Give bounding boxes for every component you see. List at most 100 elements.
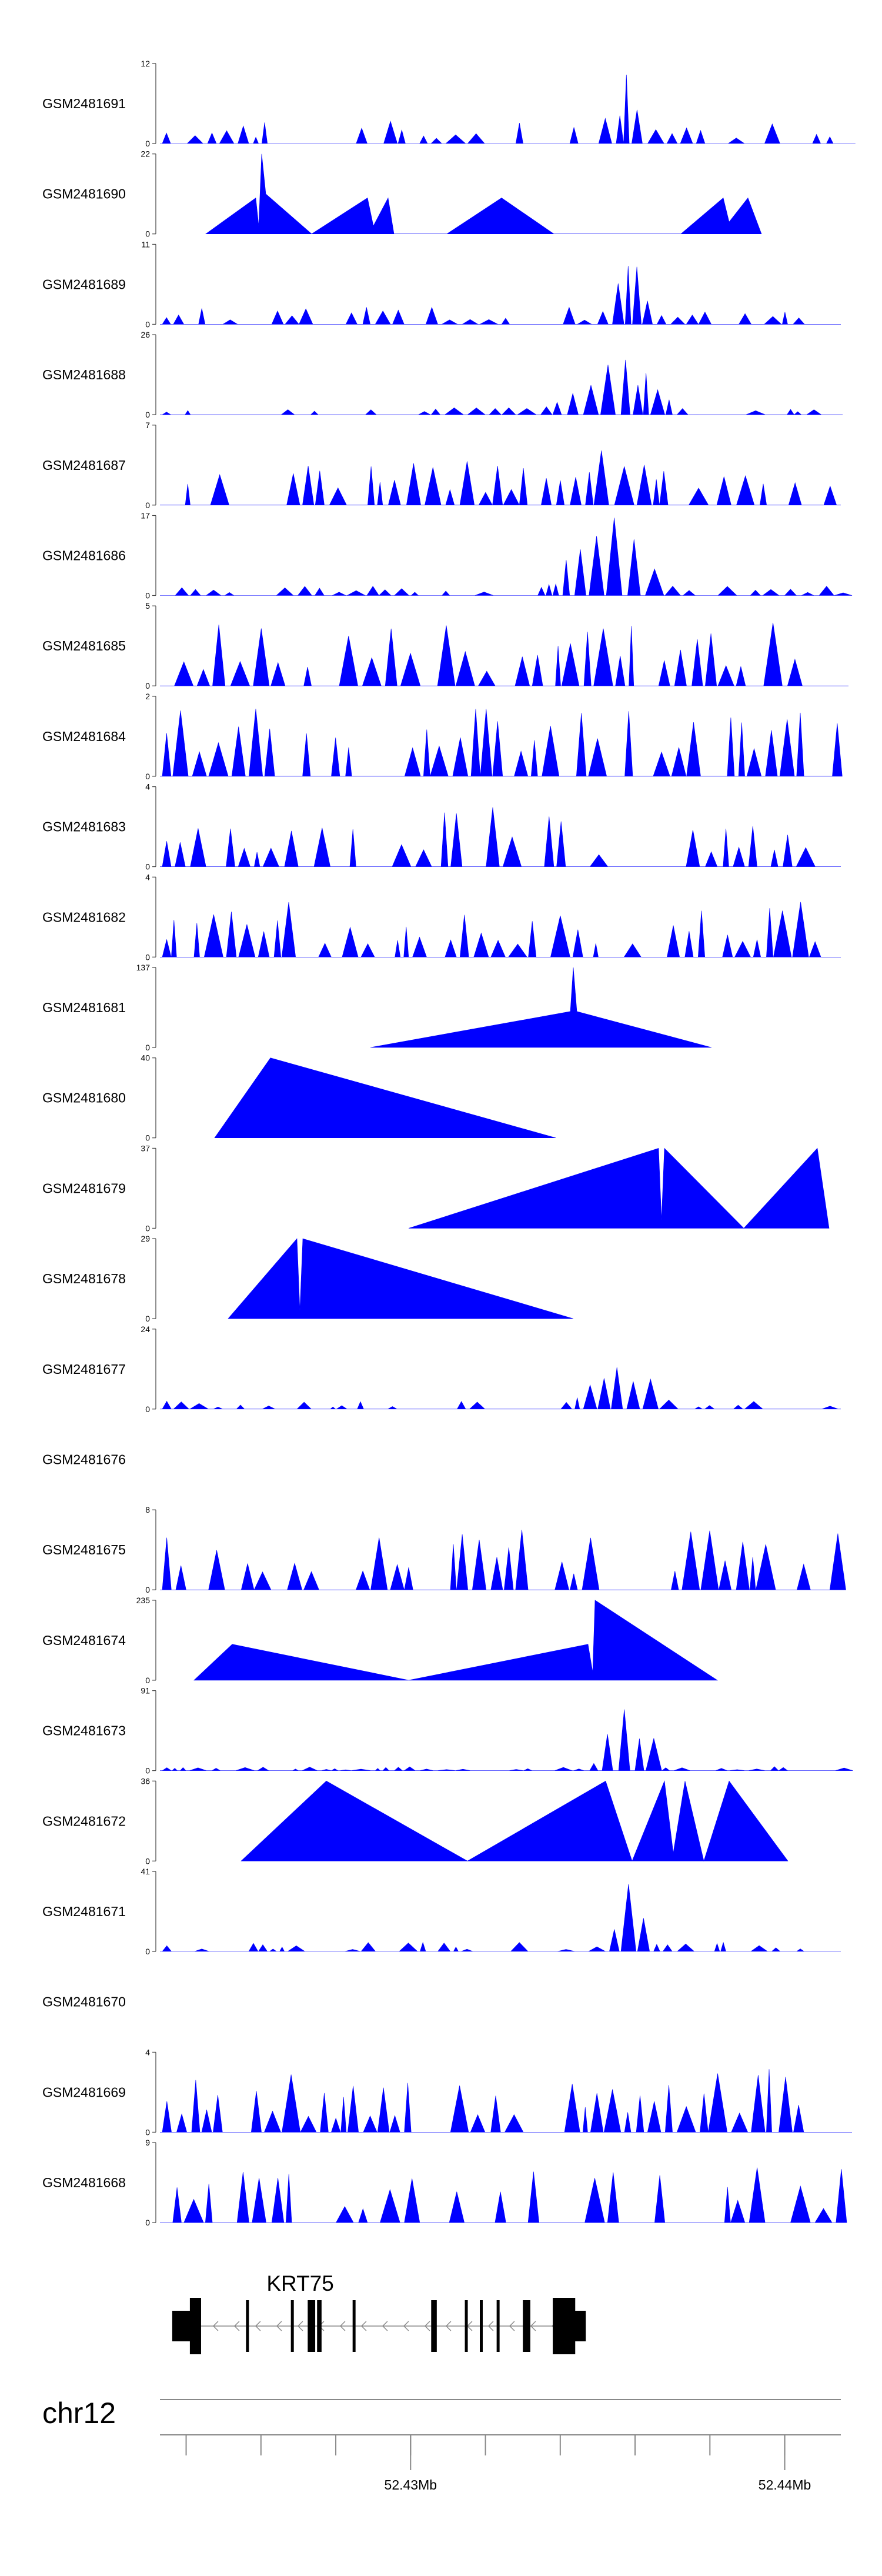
y-zero-label: 0 — [145, 1043, 150, 1052]
strand-chevron-icon — [487, 2321, 494, 2331]
y-max-label: 22 — [141, 149, 150, 159]
track-GSM2481689: GSM2481689 11 0 — [42, 239, 841, 329]
y-zero-label: 0 — [145, 319, 150, 329]
track-GSM2481676: GSM2481676 — [42, 1452, 126, 1467]
track-label: GSM2481682 — [42, 909, 126, 925]
track-GSM2481680: GSM2481680 40 0 — [42, 1053, 556, 1143]
coverage-area — [160, 2167, 847, 2223]
track-GSM2481671: GSM2481671 41 0 — [42, 1867, 841, 1956]
y-zero-label: 0 — [145, 500, 150, 510]
y-zero-label: 0 — [145, 1676, 150, 1685]
strand-chevron-icon — [424, 2321, 430, 2331]
y-zero-label: 0 — [145, 1947, 150, 1956]
strand-chevron-icon — [445, 2321, 452, 2331]
y-max-label: 29 — [141, 1234, 150, 1243]
y-zero-label: 0 — [145, 2127, 150, 2137]
track-label: GSM2481680 — [42, 1090, 126, 1106]
track-GSM2481684: GSM2481684 2 0 — [42, 692, 843, 781]
y-max-label: 36 — [141, 1776, 150, 1786]
y-max-label: 9 — [145, 2138, 150, 2147]
track-label: GSM2481688 — [42, 367, 126, 382]
gene-exon — [189, 2298, 201, 2354]
track-GSM2481685: GSM2481685 5 0 — [42, 601, 848, 690]
y-zero-label: 0 — [145, 1314, 150, 1323]
coverage-area — [160, 2069, 852, 2133]
track-GSM2481688: GSM2481688 26 0 — [42, 330, 843, 419]
track-GSM2481691: GSM2481691 12 0 — [42, 59, 856, 148]
track-label: GSM2481668 — [42, 2175, 126, 2190]
y-zero-label: 0 — [145, 772, 150, 781]
track-label: GSM2481685 — [42, 638, 126, 653]
gene-exon — [431, 2300, 437, 2352]
track-label: GSM2481690 — [42, 186, 126, 202]
y-zero-label: 0 — [145, 1133, 150, 1143]
y-max-label: 5 — [145, 601, 150, 610]
strand-chevron-icon — [530, 2321, 536, 2331]
y-max-label: 4 — [145, 872, 150, 882]
track-label: GSM2481686 — [42, 548, 126, 563]
axis-tick-label: 52.43Mb — [385, 2477, 437, 2492]
coverage-area — [160, 1884, 841, 1952]
y-zero-label: 0 — [145, 681, 150, 690]
track-label: GSM2481684 — [42, 729, 126, 744]
y-zero-label: 0 — [145, 1856, 150, 1866]
coverage-area — [160, 266, 841, 325]
strand-chevron-icon — [255, 2321, 261, 2331]
coverage-area — [160, 74, 856, 144]
track-label: GSM2481677 — [42, 1362, 126, 1377]
track-GSM2481673: GSM2481673 91 0 — [42, 1686, 853, 1776]
coverage-tracks: GSM2481691120GSM2481690220GSM2481689110G… — [42, 59, 856, 2227]
y-max-label: 37 — [141, 1143, 150, 1153]
coverage-area — [160, 807, 841, 867]
y-zero-label: 0 — [145, 410, 150, 419]
y-zero-label: 0 — [145, 1585, 150, 1594]
coverage-area — [160, 1530, 846, 1590]
gene-utr — [574, 2311, 586, 2341]
gene-exon — [246, 2300, 249, 2352]
track-GSM2481682: GSM2481682 4 0 — [42, 872, 841, 962]
gene-exon — [553, 2298, 576, 2354]
y-max-label: 7 — [145, 421, 150, 430]
y-max-label: 40 — [141, 1053, 150, 1063]
track-GSM2481668: GSM2481668 9 0 — [42, 2138, 847, 2227]
track-label: GSM2481683 — [42, 819, 126, 835]
axis-tick-label: 52.44Mb — [759, 2477, 811, 2492]
gene-exon — [523, 2300, 530, 2352]
y-max-label: 17 — [141, 511, 150, 520]
track-GSM2481686: GSM2481686 17 0 — [42, 511, 853, 600]
track-GSM2481690: GSM2481690 22 0 — [42, 149, 762, 239]
track-GSM2481669: GSM2481669 4 0 — [42, 2047, 852, 2137]
coverage-area — [370, 967, 712, 1048]
track-label: GSM2481671 — [42, 1904, 126, 1919]
genome-axis-track: chr12 52.43Mb 52.44Mb — [42, 2397, 841, 2492]
strand-chevron-icon — [276, 2321, 282, 2331]
gene-name-label: KRT75 — [266, 2271, 334, 2295]
coverage-area — [160, 709, 843, 777]
track-label: GSM2481672 — [42, 1813, 126, 1828]
coverage-area — [193, 1600, 719, 1681]
track-label: GSM2481681 — [42, 1000, 126, 1015]
track-label: GSM2481678 — [42, 1271, 126, 1286]
coverage-area — [160, 1709, 853, 1771]
track-label: GSM2481675 — [42, 1542, 126, 1557]
gene-utr — [172, 2311, 191, 2341]
y-zero-label: 0 — [145, 1404, 150, 1414]
gene-exon — [352, 2300, 356, 2352]
coverage-area — [160, 518, 853, 596]
strand-chevron-icon — [403, 2321, 409, 2331]
y-max-label: 24 — [141, 1324, 150, 1334]
track-GSM2481683: GSM2481683 4 0 — [42, 782, 841, 872]
track-GSM2481675: GSM2481675 8 0 — [42, 1505, 846, 1594]
track-GSM2481672: GSM2481672 36 0 — [42, 1776, 789, 1866]
strand-chevron-icon — [382, 2321, 388, 2331]
chromosome-label: chr12 — [42, 2397, 116, 2430]
coverage-area — [160, 622, 848, 686]
track-label: GSM2481673 — [42, 1723, 126, 1739]
track-label: GSM2481669 — [42, 2084, 126, 2100]
strand-chevron-icon — [233, 2321, 240, 2331]
y-max-label: 2 — [145, 692, 150, 701]
y-zero-label: 0 — [145, 229, 150, 239]
coverage-area — [160, 1367, 841, 1410]
y-max-label: 4 — [145, 2047, 150, 2057]
